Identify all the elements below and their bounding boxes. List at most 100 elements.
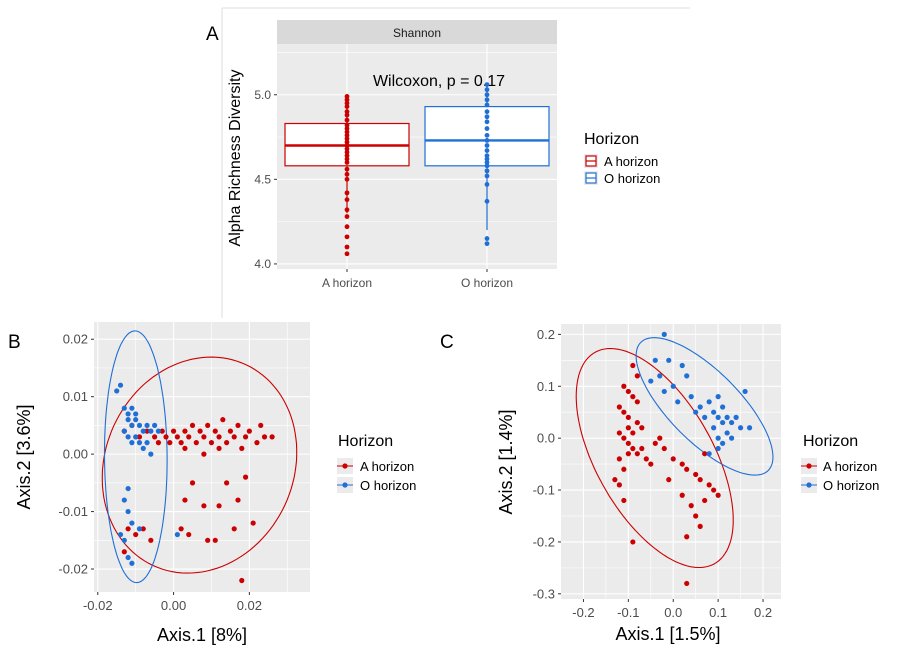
data-point xyxy=(148,537,154,543)
x-tick-label: -0.02 xyxy=(83,598,113,613)
data-point xyxy=(484,160,490,165)
data-point xyxy=(484,119,490,125)
data-point xyxy=(484,143,490,148)
data-point xyxy=(344,176,350,182)
x-tick-label: 0.1 xyxy=(709,605,727,620)
data-point xyxy=(163,434,169,440)
data-point xyxy=(167,440,173,446)
panel-b-scatter: -0.02 0.00 0.02 -0.02 -0.01 0.00 0.01 0.02 Axis… xyxy=(14,322,416,645)
data-point xyxy=(630,394,636,400)
x-tick-label: 0.02 xyxy=(237,598,262,613)
data-point xyxy=(125,508,131,515)
data-point xyxy=(344,153,350,159)
data-point xyxy=(484,148,490,153)
data-point xyxy=(702,451,708,457)
data-point xyxy=(344,207,350,213)
data-point xyxy=(715,445,721,452)
data-point xyxy=(344,197,350,203)
data-point xyxy=(344,214,350,219)
data-point xyxy=(634,399,640,405)
data-point xyxy=(648,378,654,384)
x-tick-label: 0.2 xyxy=(754,605,772,620)
data-point xyxy=(235,497,241,503)
panel-a-boxplot: Shannon Wilcoxon, p = 0.17 4.0 4.5 5.0 A ho… xyxy=(227,20,660,290)
confidence-ellipse xyxy=(103,330,168,584)
x-tick-label: -0.1 xyxy=(617,605,639,620)
data-point xyxy=(639,425,645,431)
legend-title-a: Horizon xyxy=(584,131,639,148)
data-point xyxy=(344,139,350,145)
panel-letter-b: B xyxy=(8,332,21,353)
data-point xyxy=(344,122,350,128)
data-point xyxy=(231,434,237,440)
data-point xyxy=(344,234,350,240)
data-point xyxy=(484,102,490,108)
data-point xyxy=(484,168,490,174)
y-tick-label: 0.2 xyxy=(537,327,555,342)
data-point xyxy=(484,114,490,120)
data-point xyxy=(239,445,245,451)
data-point xyxy=(344,156,350,162)
legend-label-o-horizon: O horizon xyxy=(823,478,879,493)
data-point xyxy=(616,404,622,410)
legend-title-b: Horizon xyxy=(338,433,393,450)
data-point xyxy=(246,428,252,434)
data-point xyxy=(693,513,699,519)
panel-letter-a: A xyxy=(206,24,219,45)
data-point xyxy=(231,526,237,532)
data-point xyxy=(182,497,188,503)
data-point xyxy=(174,434,180,440)
data-point xyxy=(208,440,215,446)
data-point xyxy=(484,241,490,247)
data-point xyxy=(344,146,350,152)
data-point xyxy=(155,440,162,446)
plot-panel-b xyxy=(94,322,310,592)
data-point xyxy=(140,445,146,451)
data-point xyxy=(186,434,192,440)
data-point xyxy=(205,422,211,429)
data-point xyxy=(148,451,154,457)
legend-label-a-horizon: A horizon xyxy=(360,459,414,474)
data-point xyxy=(625,388,631,395)
data-point xyxy=(117,382,124,388)
data-point xyxy=(684,466,690,472)
x-axis-title-b: Axis.1 [8%] xyxy=(157,625,247,645)
data-point xyxy=(688,503,694,509)
x-tick-label: A horizon xyxy=(322,276,372,290)
data-point xyxy=(258,422,264,429)
data-point xyxy=(715,435,721,441)
panel-letter-c: C xyxy=(440,332,454,353)
y-tick-label: 5.0 xyxy=(254,88,271,102)
y-tick-label: -0.2 xyxy=(533,534,555,549)
data-point xyxy=(661,445,667,452)
data-point xyxy=(201,503,207,509)
wilcoxon-annotation: Wilcoxon, p = 0.17 xyxy=(373,73,505,90)
data-point xyxy=(121,549,127,555)
data-point xyxy=(670,456,676,462)
data-point xyxy=(344,132,350,138)
data-point xyxy=(140,526,146,532)
data-point xyxy=(235,422,241,429)
data-point xyxy=(661,388,667,395)
data-point xyxy=(189,480,196,486)
data-point xyxy=(125,411,131,417)
data-point xyxy=(117,531,124,538)
data-point xyxy=(121,497,127,503)
data-point xyxy=(170,428,177,434)
data-point xyxy=(220,417,226,423)
y-tick-label: 0.02 xyxy=(63,332,88,347)
data-point xyxy=(484,87,490,93)
data-point xyxy=(269,434,275,440)
data-point xyxy=(621,435,627,441)
data-point xyxy=(706,482,712,488)
legend-point-a xyxy=(806,463,812,469)
data-point xyxy=(621,409,627,415)
data-point xyxy=(344,129,350,135)
data-point xyxy=(186,531,192,538)
data-point xyxy=(201,434,207,440)
data-point xyxy=(715,414,721,420)
facet-strip xyxy=(277,20,557,44)
y-tick-label: 0.00 xyxy=(63,447,88,462)
data-point xyxy=(484,173,490,179)
data-point xyxy=(189,422,196,429)
